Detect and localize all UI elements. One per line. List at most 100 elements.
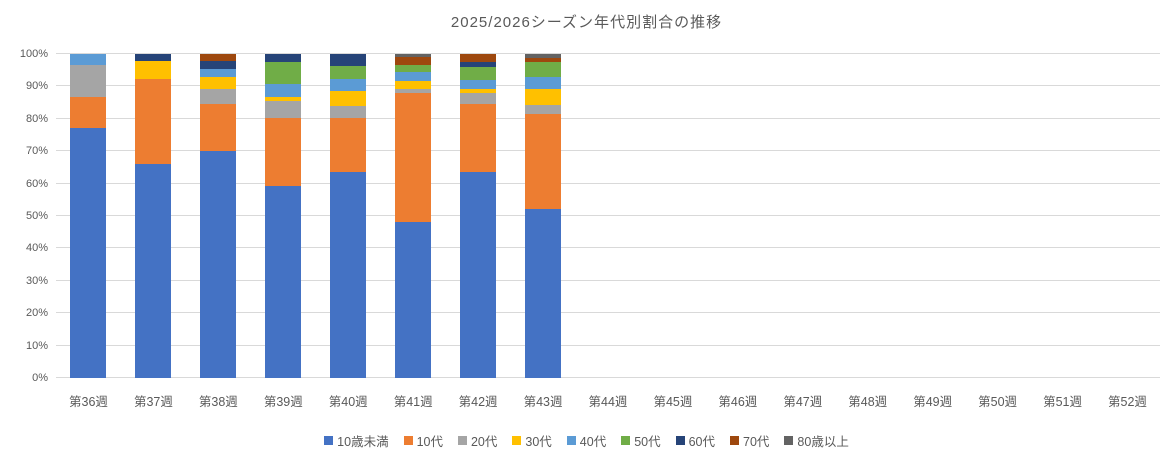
bar-segment-c7-s8: [460, 54, 497, 63]
legend-swatch: [403, 436, 413, 445]
stacked-bar-17: [1110, 54, 1146, 378]
bar-segment-c4-s4: [265, 96, 302, 101]
bar-segment-c3-s1: [200, 151, 237, 378]
bar-segment-c6-s5: [395, 72, 432, 81]
legend-item-3: 20代: [457, 431, 498, 450]
gridline-20%: [56, 312, 1160, 314]
bar-segment-c3-s3: [200, 89, 237, 104]
gridline-60%: [56, 182, 1160, 184]
bar-segment-c5-s7: [330, 54, 367, 67]
category-column-15: [965, 54, 1030, 378]
y-axis-tick-label: 80%: [25, 112, 48, 125]
bar-segment-c2-s4: [135, 61, 172, 79]
legend-label: 30代: [525, 435, 552, 449]
bar-segment-c6-s4: [395, 80, 432, 90]
stacked-bar-5: [330, 54, 367, 378]
bar-segment-c3-s7: [200, 60, 237, 69]
bar-segment-c7-s4: [460, 89, 497, 93]
plot-area: [56, 53, 1160, 378]
bar-segment-c7-s7: [460, 62, 497, 68]
x-axis-label: 第44週: [588, 395, 628, 409]
gridline-50%: [56, 215, 1160, 216]
bar-segment-c4-s6: [265, 61, 302, 84]
legend-label: 20代: [470, 435, 498, 449]
stacked-bar-8: [525, 54, 562, 378]
bar-segment-c5-s5: [330, 78, 367, 92]
category-column-7: [446, 54, 511, 378]
bar-segment-c3-s5: [200, 68, 237, 78]
category-column-6: [381, 54, 446, 378]
stacked-bar-14: [915, 54, 951, 378]
category-column-2: [121, 54, 186, 378]
bar-segment-c3-s4: [200, 77, 237, 90]
stacked-bar-16: [1045, 54, 1081, 378]
x-axis-label: 第41週: [393, 395, 433, 409]
bar-segment-c5-s2: [330, 118, 367, 173]
bar-segment-c8-s3: [525, 104, 562, 114]
bar-segment-c8-s6: [525, 62, 562, 78]
bar-segment-c6-s3: [395, 89, 432, 94]
y-axis-tick-label: 20%: [25, 307, 48, 320]
stacked-bar-11: [720, 54, 756, 378]
legend-swatch: [730, 436, 740, 445]
bar-segment-c2-s7: [135, 54, 172, 62]
x-axis-label: 第52週: [1108, 395, 1147, 409]
bar-segment-c5-s1: [330, 172, 367, 378]
category-column-8: [511, 54, 576, 378]
category-column-17: [1095, 54, 1160, 378]
bar-segment-c4-s1: [265, 185, 302, 378]
bar-segment-c6-s2: [395, 93, 432, 222]
stacked-bar-12: [785, 54, 821, 378]
bar-segment-c8-s4: [525, 88, 562, 105]
bar-segment-c2-s2: [135, 78, 172, 165]
stacked-bar-1: [70, 54, 107, 378]
bar-segment-c6-s9: [395, 54, 432, 58]
bar-segment-c8-s9: [525, 54, 562, 58]
x-axis: 第36週 第37週 第38週 第39週 第40週 第41週 第42週 第43週 第44週 第45週…: [56, 391, 1160, 410]
category-column-5: [316, 54, 381, 378]
gridline-70%: [56, 150, 1160, 152]
y-axis-tick-label: 60%: [25, 177, 48, 190]
y-axis-tick-label: 100%: [19, 48, 48, 60]
bar-segment-c7-s6: [460, 67, 497, 80]
legend-label: 10代: [416, 435, 443, 449]
y-axis-tick-label: 10%: [25, 339, 48, 352]
bar-segment-c7-s3: [460, 92, 497, 104]
x-axis-label: 第43週: [523, 395, 563, 409]
y-axis-tick-label: 0%: [32, 372, 48, 384]
stacked-bar-10: [655, 54, 691, 378]
bar-segment-c7-s5: [460, 79, 497, 90]
stacked-bar-7: [460, 54, 497, 378]
category-column-9: [576, 54, 641, 378]
gridline-100%: [56, 53, 1160, 54]
gridline-0%: [56, 377, 1160, 378]
legend-swatch: [621, 436, 631, 445]
bar-segment-c8-s1: [525, 208, 562, 378]
bar-segment-c8-s8: [525, 57, 562, 63]
x-axis-label: 第45週: [653, 395, 693, 409]
y-axis-tick-label: 50%: [25, 210, 48, 222]
bar-segment-c6-s6: [395, 65, 432, 73]
bar-segment-c3-s8: [200, 54, 237, 61]
category-column-12: [770, 54, 835, 378]
x-axis-label: 第40週: [328, 395, 368, 409]
legend-label: 50代: [634, 435, 661, 449]
x-axis-label: 第46週: [718, 395, 758, 409]
legend-label: 10歳未満: [337, 435, 389, 449]
bar-segment-c4-s2: [265, 118, 302, 186]
x-axis-label: 第49週: [913, 395, 953, 409]
bar-segment-c8-s2: [525, 113, 562, 209]
x-axis-label: 第50週: [978, 395, 1018, 409]
stacked-bar-13: [850, 54, 886, 378]
legend-item-5: 40代: [566, 431, 607, 450]
x-axis-label: 第42週: [458, 395, 498, 409]
legend-swatch: [566, 436, 576, 445]
stacked-bar-6: [395, 54, 432, 378]
category-column-10: [640, 54, 705, 378]
legend-swatch: [324, 436, 334, 445]
legend-label: 70代: [743, 435, 770, 449]
legend-label: 40代: [579, 435, 607, 449]
gridline-10%: [56, 344, 1160, 346]
bar-segment-c6-s8: [395, 57, 432, 66]
